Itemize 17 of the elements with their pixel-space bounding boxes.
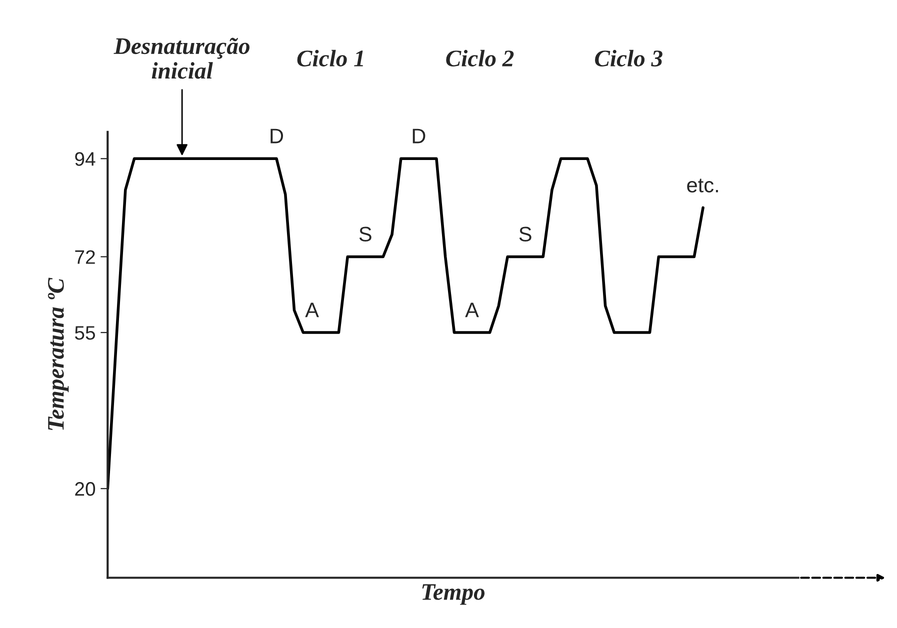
- data-label: A: [465, 302, 479, 318]
- text: Ciclo 3: [595, 50, 662, 66]
- y-tick-label: 72: [75, 250, 95, 264]
- y-tick-label: 20: [75, 482, 96, 496]
- y-axis-title: Temperatura ºC: [48, 278, 69, 430]
- data-label: A: [305, 302, 319, 318]
- text: Ciclo 2: [446, 50, 514, 66]
- y-tick-label: 94: [75, 152, 96, 166]
- text: Ciclo 1: [297, 50, 363, 66]
- data-label: S: [359, 226, 372, 242]
- data-label: D: [270, 128, 284, 144]
- y-tick-label: 55: [74, 326, 96, 340]
- x-axis-title: Tempo: [422, 584, 485, 605]
- data-label: S: [519, 226, 532, 242]
- data-label: etc.: [687, 178, 718, 192]
- data-label: D: [412, 128, 426, 144]
- text: Desnaturação inicial: [114, 38, 250, 79]
